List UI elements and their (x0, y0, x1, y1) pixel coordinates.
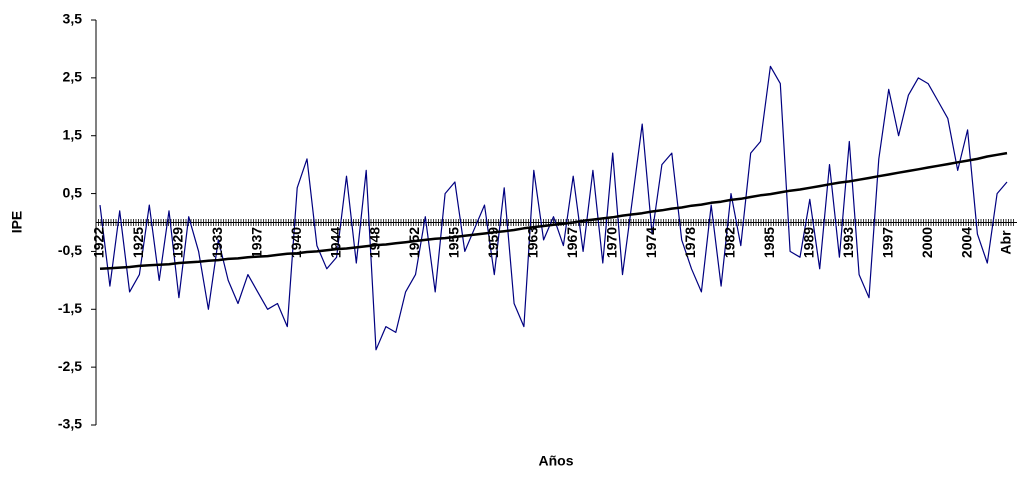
trend-line (99, 151, 1008, 271)
x-tick-label: 1993 (840, 227, 856, 258)
y-tick-label: 0,5 (63, 184, 83, 200)
data-line (99, 65, 1008, 351)
x-tick-label: 1937 (248, 227, 264, 258)
y-tick-label: -2,5 (58, 358, 82, 374)
x-tick-label: 1940 (288, 227, 304, 258)
x-tick-label: 1978 (682, 227, 698, 258)
x-tick-label: Abr (998, 230, 1014, 255)
x-tick-label: 1925 (130, 227, 146, 258)
x-tick-label: 1985 (761, 227, 777, 258)
y-tick-label: -0,5 (58, 242, 82, 258)
x-tick-label: 1944 (327, 227, 343, 258)
x-tick-label: 1922 (91, 227, 107, 258)
x-tick-label: 1970 (603, 227, 619, 258)
x-tick-label: 1955 (446, 227, 462, 258)
y-tick-label: 1,5 (63, 126, 83, 142)
y-tick-label: 2,5 (63, 69, 83, 85)
y-axis-title: IPE (9, 211, 25, 234)
x-tick-label: 1963 (524, 227, 540, 258)
x-tick-label: 2004 (958, 227, 974, 258)
y-tick-label: 3,5 (63, 11, 83, 27)
x-tick-label: 2000 (919, 227, 935, 258)
x-tick-label: 1974 (643, 227, 659, 258)
y-tick-label: -3,5 (58, 416, 82, 432)
x-tick-label: 1929 (170, 227, 186, 258)
x-tick-label: 1948 (367, 227, 383, 258)
y-tick-label: -1,5 (58, 300, 82, 316)
x-tick-label: 1933 (209, 227, 225, 258)
x-tick-label: 1967 (564, 227, 580, 258)
x-tick-label: 1982 (722, 227, 738, 258)
x-axis-title: Años (539, 453, 574, 469)
x-tick-label: 1959 (485, 227, 501, 258)
x-tick-label: 1997 (879, 227, 895, 258)
x-tick-label: 1989 (801, 227, 817, 258)
x-tick-label: 1952 (406, 227, 422, 258)
